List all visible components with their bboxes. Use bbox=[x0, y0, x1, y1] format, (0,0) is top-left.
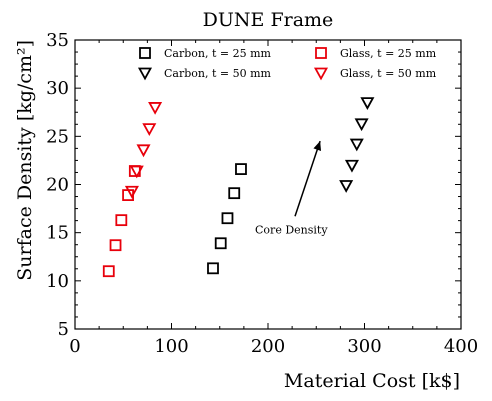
x-tick-label: 400 bbox=[444, 336, 478, 357]
data-point bbox=[235, 163, 247, 175]
y-axis-label: Surface Density [kg/cm²] bbox=[14, 40, 36, 281]
annotation-arrowhead bbox=[313, 141, 322, 151]
data-point bbox=[148, 102, 163, 115]
axis-ticks bbox=[74, 39, 462, 330]
data-point bbox=[360, 97, 375, 110]
data-point bbox=[207, 262, 219, 275]
data-points bbox=[102, 97, 375, 278]
legend-marker bbox=[313, 67, 329, 81]
x-tick-label: 200 bbox=[251, 336, 285, 357]
data-point bbox=[354, 118, 369, 132]
x-axis-label: Material Cost [k$] bbox=[284, 370, 460, 392]
legend-label: Glass, t = 50 mm bbox=[340, 67, 437, 80]
y-tick-label: 35 bbox=[46, 30, 69, 51]
x-tick-label: 0 bbox=[69, 336, 80, 357]
legend-marker bbox=[315, 47, 327, 59]
data-point bbox=[129, 165, 144, 179]
chart-title: DUNE Frame bbox=[203, 9, 334, 31]
plot-area bbox=[74, 39, 462, 330]
legend: Carbon, t = 25 mm Carbon, t = 50 mm Glass,… bbox=[137, 47, 437, 81]
y-tick-label: 5 bbox=[58, 319, 69, 340]
data-point bbox=[109, 239, 122, 252]
data-point bbox=[124, 185, 139, 199]
data-point bbox=[349, 138, 364, 152]
legend-marker bbox=[137, 67, 153, 81]
annotation-label: Core Density bbox=[255, 223, 328, 236]
data-point bbox=[214, 237, 227, 250]
x-tick-label: 100 bbox=[154, 336, 188, 357]
data-point bbox=[142, 123, 157, 136]
data-point bbox=[344, 159, 359, 173]
legend-marker bbox=[139, 47, 151, 59]
y-tick-label: 10 bbox=[46, 271, 69, 292]
data-point bbox=[136, 144, 151, 158]
data-point bbox=[102, 265, 115, 278]
data-point bbox=[221, 212, 234, 225]
annotation-arrow bbox=[294, 140, 321, 217]
axis-tick-labels: 0 100 200 300 400 5 10 15 20 25 30 35 bbox=[46, 30, 478, 357]
data-point bbox=[115, 214, 128, 227]
data-point bbox=[339, 180, 354, 193]
x-tick-label: 300 bbox=[347, 336, 381, 357]
y-tick-label: 15 bbox=[46, 223, 69, 244]
annotations: Core Density bbox=[255, 140, 328, 236]
legend-label: Glass, t = 25 mm bbox=[340, 47, 437, 60]
legend-label: Carbon, t = 25 mm bbox=[164, 47, 272, 60]
y-tick-label: 25 bbox=[46, 126, 69, 147]
legend-label: Carbon, t = 50 mm bbox=[164, 67, 272, 80]
y-tick-label: 20 bbox=[46, 175, 69, 196]
data-point bbox=[228, 187, 241, 200]
y-tick-label: 30 bbox=[46, 78, 69, 99]
